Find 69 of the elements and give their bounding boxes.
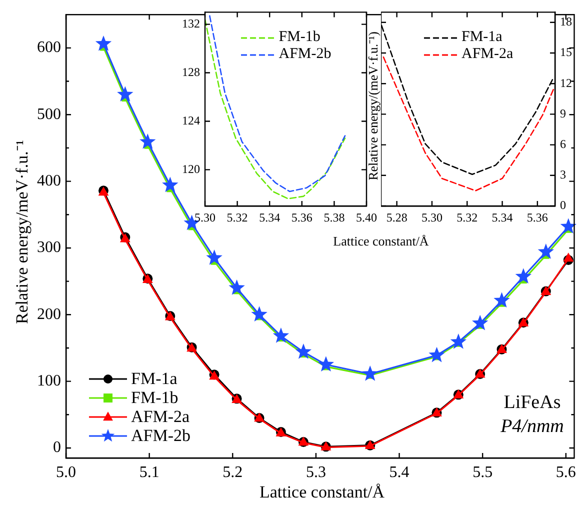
y-tick-label: 200	[37, 306, 61, 323]
legend-label: AFM-2b	[131, 426, 191, 445]
legend-label: AFM-2b	[278, 46, 332, 62]
point	[494, 292, 510, 308]
x-axis-title: Lattice constant/Å	[259, 482, 385, 502]
x-tick-label: 5.32	[456, 210, 478, 224]
y-tick-label: 500	[37, 106, 61, 123]
x-tick-label: 5.34	[492, 210, 513, 224]
point	[560, 218, 576, 234]
y-tick-label: 12	[560, 76, 572, 90]
y-tick-label: 124	[182, 113, 200, 128]
point	[228, 279, 245, 295]
x-tick-label: 5.0	[56, 464, 76, 481]
y-tick-label: 120	[182, 162, 200, 176]
x-tick-label: 5.40	[356, 210, 377, 224]
x-tick-label: 5.5	[472, 464, 493, 481]
y-tick-label: 0	[560, 198, 566, 212]
x-tick-label: 5.1	[139, 464, 160, 481]
y-tick-label: 9	[560, 106, 566, 120]
y-axis-title: Relative energy/(meV·f.u.⁻¹)	[366, 32, 380, 180]
y-tick-label: 3	[560, 168, 566, 182]
y-tick-label: 6	[560, 136, 566, 151]
point	[117, 86, 134, 102]
y-tick-label: 0	[53, 439, 61, 456]
x-tick-label: 5.36	[526, 210, 548, 224]
x-tick-label: 5.30	[194, 210, 216, 224]
x-tick-label: 5.6	[556, 464, 576, 481]
y-axis-title: Relative energy/meV·f.u.⁻¹	[12, 140, 32, 324]
legend-label: FM-1b	[278, 29, 320, 46]
y-tick-label: 128	[182, 64, 200, 79]
point	[140, 133, 156, 149]
y-tick-label: 300	[37, 239, 61, 256]
point	[295, 343, 312, 359]
x-tick-label: 5.34	[259, 210, 280, 224]
y-tick-label: 400	[37, 172, 61, 190]
y-tick-label: 600	[37, 39, 61, 56]
y-tick-label: 132	[182, 16, 200, 30]
legend-label: AFM-2a	[462, 46, 514, 62]
x-tick-label: 5.2	[222, 464, 243, 481]
point	[538, 243, 554, 259]
x-tick-label: 5.32	[226, 210, 248, 224]
point	[272, 327, 290, 343]
x-tick-label: 5.38	[324, 210, 345, 224]
legend-label: FM-1b	[131, 388, 178, 407]
point	[95, 35, 112, 51]
point	[515, 268, 532, 284]
y-tick-label: 100	[37, 372, 61, 390]
y-tick-label: 15	[560, 45, 572, 60]
legend-label: FM-1a	[462, 29, 502, 46]
point	[162, 176, 178, 192]
x-tick-label: 5.36	[291, 210, 312, 224]
x-tick-label: 5.28	[386, 210, 408, 224]
point	[251, 306, 268, 322]
legend-label: FM-1a	[131, 369, 178, 388]
point	[563, 252, 574, 262]
point	[450, 333, 467, 349]
point	[428, 346, 445, 362]
point	[206, 249, 222, 265]
x-tick-label: 5.3	[306, 464, 326, 481]
point	[472, 314, 488, 330]
x-axis-title: Lattice constant/Å	[333, 234, 429, 248]
x-tick-label: 5.4	[389, 464, 410, 481]
point	[318, 356, 334, 372]
legend-label: AFM-2a	[131, 407, 190, 426]
point	[362, 365, 378, 381]
y-tick-label: 18	[560, 14, 572, 29]
annotation: LiFeAs	[504, 392, 561, 413]
x-tick-label: 5.30	[421, 210, 442, 224]
annotation: P4/nmm	[500, 416, 564, 437]
